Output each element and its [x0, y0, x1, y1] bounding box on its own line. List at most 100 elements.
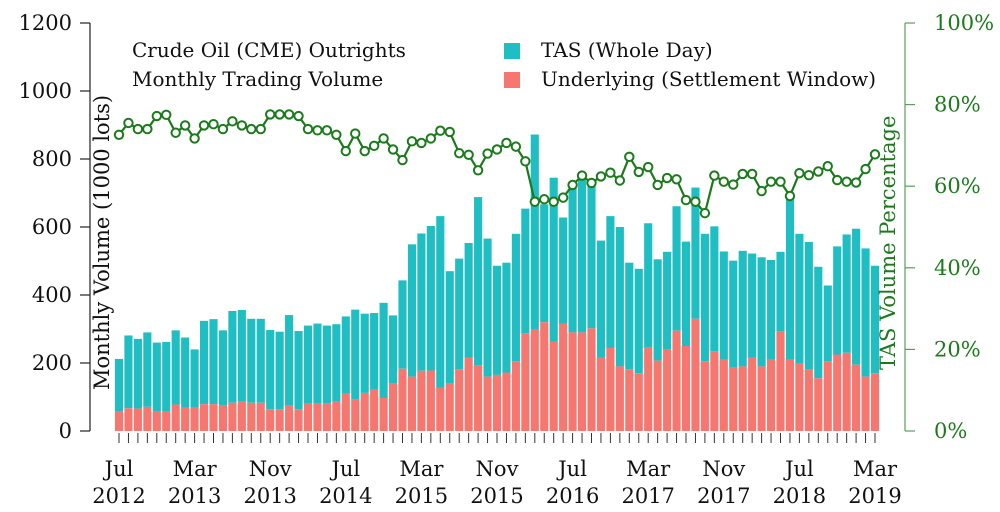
tas-percentage-point: [179, 120, 191, 131]
tas-percentage-point: [246, 123, 257, 135]
bar-underlying: [436, 387, 445, 431]
x-tick-label-month: Mar: [853, 457, 898, 481]
tas-percentage-point: [794, 167, 805, 179]
bar-tas: [360, 313, 369, 393]
tas-percentage-point: [539, 194, 550, 205]
x-tick-label-month: Mar: [399, 457, 444, 481]
bar-tas: [162, 341, 171, 412]
chart-title: Crude Oil (CME) Outrights: [132, 38, 406, 62]
bar-tas: [766, 259, 776, 360]
y-tick-label: 1200: [19, 11, 72, 35]
bar-tas: [313, 323, 322, 404]
tas-percentage-point: [236, 120, 248, 131]
bar-underlying: [540, 322, 549, 431]
tas-percentage-point: [406, 136, 418, 147]
bar-tas: [247, 318, 256, 403]
bar-tas: [549, 177, 558, 342]
y2-tick-label: 60%: [934, 174, 981, 198]
bar-underlying: [228, 402, 237, 431]
tas-percentage-point: [293, 110, 304, 122]
bar-tas: [483, 238, 492, 377]
bar-tas: [653, 259, 662, 361]
bar-tas: [133, 338, 142, 409]
bar-underlying: [691, 318, 700, 431]
bar-underlying: [294, 409, 303, 431]
legend-swatch-underlying: [504, 72, 520, 88]
bar-tas: [370, 313, 379, 390]
bar-underlying: [587, 328, 596, 431]
bar-underlying: [237, 401, 246, 431]
bar-tas: [445, 271, 454, 384]
tas-percentage-point: [491, 144, 503, 155]
bar-underlying: [521, 333, 530, 431]
y2-tick-label: 20%: [934, 337, 981, 361]
bar-underlying: [341, 393, 350, 431]
y-tick-label: 1000: [19, 79, 72, 103]
bar-tas: [114, 358, 124, 412]
bar-tas: [729, 260, 738, 368]
bar-tas: [398, 280, 407, 369]
bar-underlying: [492, 374, 502, 431]
x-tick-label-year: 2013: [168, 484, 221, 508]
bar-underlying: [209, 404, 218, 431]
bar-underlying: [549, 341, 558, 431]
bar-tas: [568, 183, 577, 333]
bar-tas: [644, 223, 653, 348]
bar-underlying: [266, 409, 275, 431]
bar-tas: [795, 233, 804, 363]
bar-underlying: [710, 351, 719, 431]
y-tick-label: 0: [59, 419, 72, 443]
bar-underlying: [474, 365, 483, 431]
bar-tas: [455, 258, 464, 370]
bar-tas: [748, 253, 757, 358]
bar-tas: [833, 246, 842, 355]
tas-percentage-point: [756, 185, 767, 197]
tas-percentage-point: [482, 148, 493, 159]
bar-underlying: [615, 366, 624, 431]
tas-percentage-point: [633, 166, 644, 178]
tas-percentage-point: [142, 123, 153, 135]
bar-tas: [303, 325, 313, 404]
tas-percentage-point: [813, 166, 824, 177]
bar-underlying: [426, 370, 435, 431]
tas-percentage-point: [189, 133, 200, 144]
bar-underlying: [303, 403, 313, 431]
tas-percentage-point: [321, 125, 333, 136]
bar-tas: [474, 197, 483, 366]
legend-label-tas: TAS (Whole Day): [541, 38, 713, 62]
tas-percentage-point: [340, 145, 351, 157]
bar-tas: [426, 225, 435, 371]
tas-percentage-point: [217, 123, 229, 135]
bar-tas: [521, 208, 530, 334]
bar-underlying: [795, 363, 804, 431]
tas-percentage-point: [567, 179, 578, 191]
x-tick-label-year: 2014: [319, 484, 372, 508]
y2-tick-label: 100%: [934, 11, 994, 35]
tas-percentage-point: [113, 129, 125, 140]
bar-tas: [124, 335, 133, 409]
bar-tas: [322, 325, 331, 404]
bar-tas: [502, 262, 511, 373]
bar-underlying: [663, 349, 672, 431]
bar-underlying: [625, 369, 634, 431]
bar-underlying: [332, 401, 341, 431]
x-tick-label-month: Mar: [626, 457, 671, 481]
bar-layer: [114, 134, 880, 431]
bar-underlying: [190, 407, 199, 431]
bar-tas: [266, 330, 275, 410]
bar-tas: [852, 228, 861, 365]
tas-percentage-point: [368, 140, 380, 152]
bar-underlying: [370, 389, 379, 431]
bar-underlying: [842, 352, 851, 431]
bar-tas: [804, 241, 813, 370]
bar-tas: [171, 330, 180, 405]
tas-percentage-point: [302, 123, 314, 135]
tas-percentage-point: [803, 169, 815, 181]
tas-percentage-point: [652, 179, 663, 191]
bar-underlying: [275, 409, 284, 431]
tas-percentage-point: [161, 109, 172, 121]
bar-underlying: [644, 347, 653, 431]
bar-tas: [199, 320, 209, 405]
bar-tas: [190, 349, 199, 408]
bar-underlying: [757, 366, 766, 431]
